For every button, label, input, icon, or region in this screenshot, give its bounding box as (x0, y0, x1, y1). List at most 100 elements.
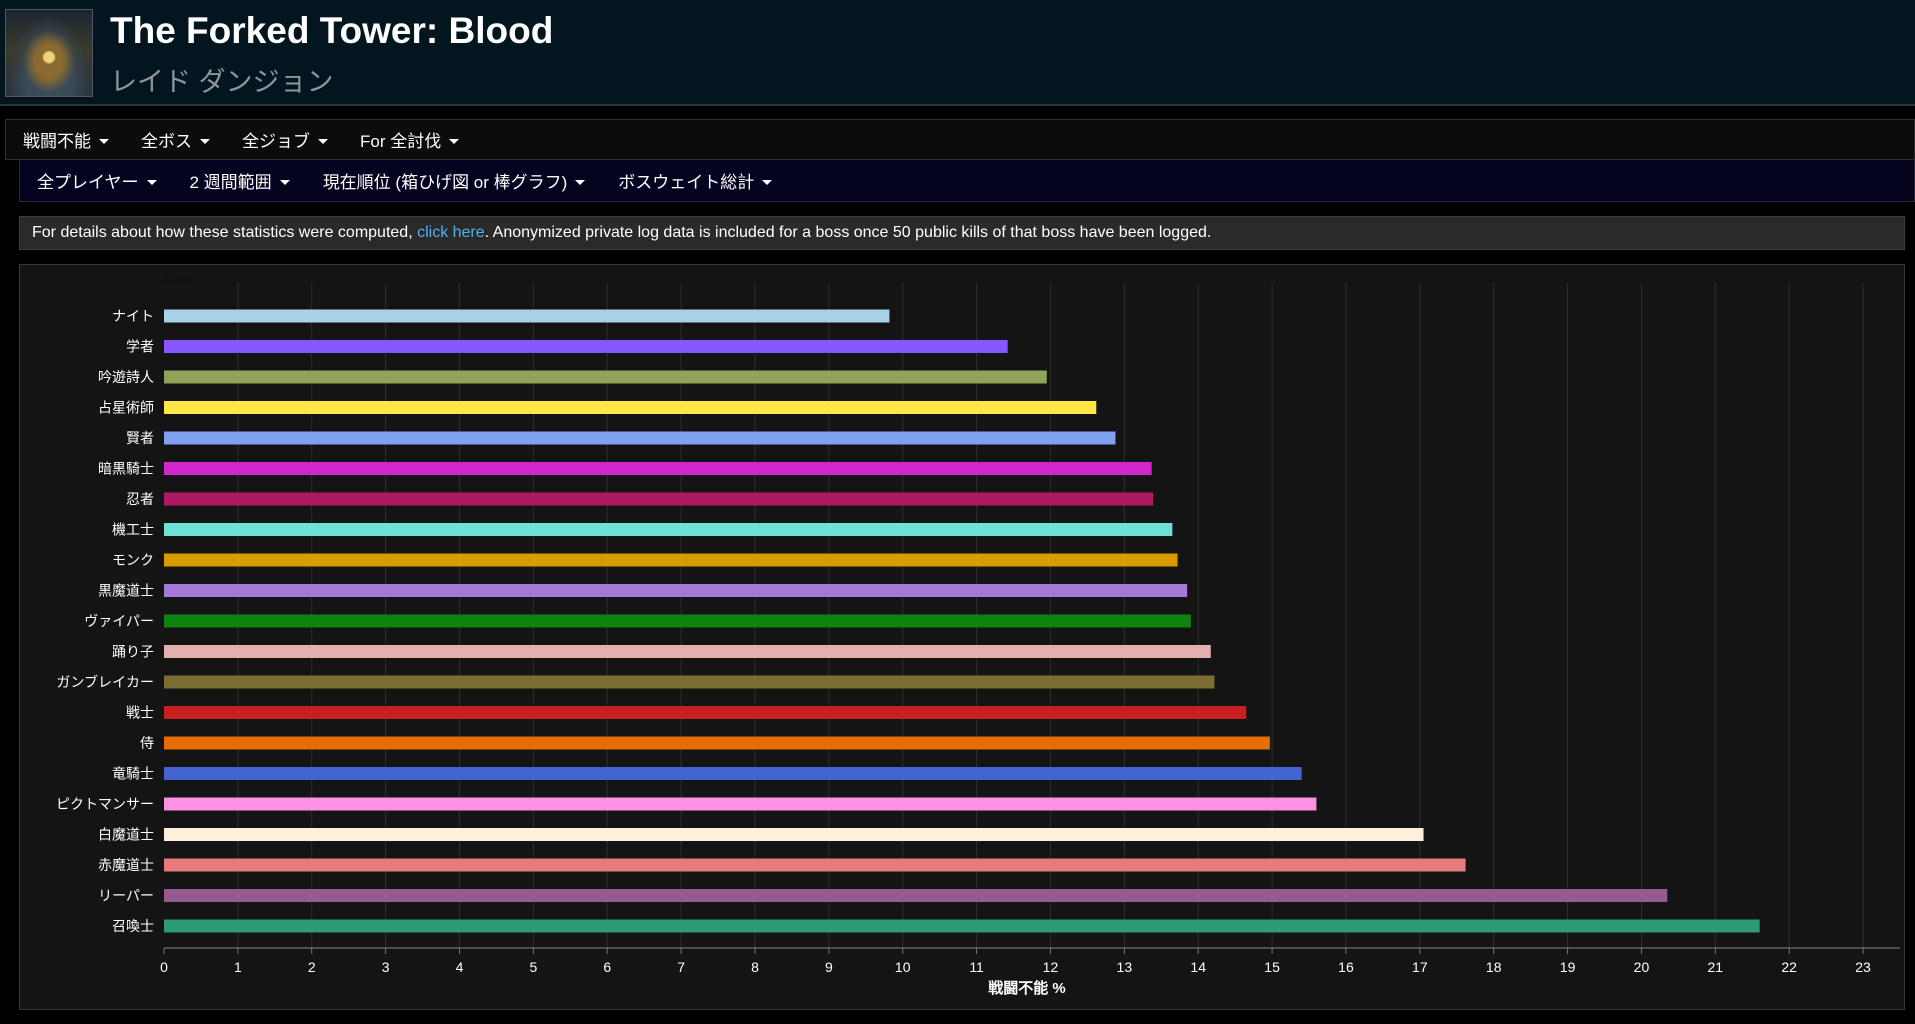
bar-15[interactable] (164, 736, 1270, 750)
bar-3[interactable] (164, 370, 1047, 384)
chart-panel: 0 1 2 3 4 5 6 7 8 9 10 11 12 13 14 15 16 17 18 19 20 21 22 23 Zo… (19, 264, 1905, 1010)
bar-17[interactable] (164, 797, 1317, 811)
bar-21[interactable] (164, 919, 1760, 933)
time-range-dropdown[interactable]: 2 週間範囲 (173, 168, 306, 193)
x-tick-label: 22 (1781, 959, 1797, 975)
info-text-suffix: . Anonymized private log data is include… (484, 224, 1212, 241)
category-label: 機工士 (112, 522, 154, 538)
bar-8[interactable] (164, 523, 1173, 536)
x-tick-label: 9 (825, 959, 833, 975)
x-tick-label: 16 (1338, 959, 1354, 975)
kill-filter-label: For 全討伐 (360, 132, 442, 151)
player-filter-label: 全プレイヤー (37, 173, 139, 192)
category-label: リーパー (98, 888, 154, 904)
metric-filter-dropdown[interactable]: 戦闘不能 (6, 127, 124, 152)
bar-20[interactable] (164, 889, 1668, 902)
boss-weight-label: ボスウェイト総計 (618, 173, 755, 192)
category-label: 学者 (126, 339, 154, 355)
bar-18[interactable] (164, 828, 1424, 841)
x-tick-label: 12 (1043, 959, 1059, 975)
x-tick-label: 17 (1412, 959, 1428, 975)
zone-image (5, 9, 93, 97)
x-tick-label: 6 (603, 959, 611, 975)
view-mode-label: 現在順位 (箱ひげ図 or 棒グラフ) (322, 173, 568, 192)
category-label: 侍 (140, 735, 154, 751)
category-label: 黒魔道士 (98, 583, 154, 599)
bar-1[interactable] (164, 309, 890, 323)
info-text-prefix: For details about how these statistics w… (32, 224, 418, 241)
category-label: ピクトマンサー (56, 796, 154, 812)
bar-19[interactable] (164, 858, 1466, 872)
category-label: 赤魔道士 (98, 857, 154, 873)
category-label: モンク (112, 552, 154, 568)
category-label: 暗黒騎士 (98, 461, 154, 477)
bar-13[interactable] (164, 675, 1215, 689)
category-label: 占星術師 (98, 400, 154, 416)
job-filter-label: 全ジョブ (242, 132, 310, 151)
category-label: 召喚士 (112, 918, 154, 934)
zone-subtitle: レイド ダンジョン (110, 67, 334, 97)
zone-title: The Forked Tower: Blood (110, 10, 554, 51)
boss-filter-label: 全ボス (141, 132, 192, 151)
x-tick-label: 14 (1190, 959, 1206, 975)
category-label: ガンブレイカー (56, 674, 154, 690)
bar-4[interactable] (164, 401, 1097, 414)
category-label: 竜騎士 (112, 766, 154, 782)
filter-bar-primary: 戦闘不能 全ボス 全ジョブ For 全討伐 (5, 119, 1915, 160)
time-range-label: 2 週間範囲 (189, 173, 272, 192)
x-tick-label: 0 (160, 959, 168, 975)
caret-down-icon (575, 179, 586, 185)
x-tick-label: 5 (529, 959, 537, 975)
bar-7[interactable] (164, 492, 1154, 506)
metric-filter-label: 戦闘不能 (23, 132, 91, 151)
bar-14[interactable] (164, 706, 1247, 719)
caret-down-icon (279, 179, 290, 185)
bar-2[interactable] (164, 340, 1008, 353)
bar-16[interactable] (164, 767, 1302, 780)
caret-down-icon (99, 138, 109, 144)
category-label: 吟遊詩人 (98, 369, 154, 385)
caret-down-icon (200, 138, 210, 144)
bar-9[interactable] (164, 553, 1178, 567)
caret-down-icon (449, 138, 460, 144)
caret-down-icon (762, 179, 773, 185)
bar-11[interactable] (164, 614, 1191, 628)
x-tick-label: 2 (308, 959, 316, 975)
category-label: 賢者 (126, 430, 154, 446)
boss-weight-dropdown[interactable]: ボスウェイト総計 (601, 168, 788, 193)
x-tick-label: 18 (1486, 959, 1502, 975)
caret-down-icon (146, 179, 157, 185)
category-label: 踊り子 (112, 644, 154, 660)
bar-6[interactable] (164, 462, 1152, 475)
category-label: 白魔道士 (98, 827, 154, 843)
bar-chart: 0 1 2 3 4 5 6 7 8 9 10 11 12 13 14 15 16 17 18 19 20 21 22 23Zo… (56, 269, 1900, 997)
x-tick-label: 11 (969, 959, 984, 975)
x-tick-label: 1 (234, 959, 242, 975)
details-link[interactable]: click here (417, 224, 485, 241)
kill-filter-dropdown[interactable]: For 全討伐 (343, 127, 474, 152)
x-tick-label: 23 (1855, 959, 1871, 975)
view-mode-dropdown[interactable]: 現在順位 (箱ひげ図 or 棒グラフ) (306, 168, 602, 193)
x-tick-label: 21 (1708, 959, 1724, 975)
x-tick-label: 20 (1634, 959, 1650, 975)
x-tick-label: 4 (456, 959, 464, 975)
bar-12[interactable] (164, 645, 1211, 658)
x-tick-label: 10 (895, 959, 911, 975)
x-axis-title: 戦闘不能 % (988, 979, 1066, 997)
x-tick-label: 7 (677, 959, 685, 975)
zoom-label: Zoom (163, 269, 199, 285)
category-label: 忍者 (126, 491, 154, 507)
job-filter-dropdown[interactable]: 全ジョブ (225, 127, 343, 152)
category-label: ナイト (112, 308, 154, 324)
category-label: ヴァイパー (84, 613, 154, 629)
info-notice: For details about how these statistics w… (19, 216, 1905, 250)
filter-bar-secondary: 全プレイヤー 2 週間範囲 現在順位 (箱ひげ図 or 棒グラフ) ボスウェイト… (19, 160, 1915, 202)
boss-filter-dropdown[interactable]: 全ボス (124, 127, 225, 152)
bar-5[interactable] (164, 431, 1116, 445)
bar-10[interactable] (164, 584, 1188, 597)
category-label: 戦士 (126, 705, 154, 721)
zone-header: The Forked Tower: Blood レイド ダンジョン (0, 0, 1915, 106)
caret-down-icon (318, 138, 328, 144)
player-filter-dropdown[interactable]: 全プレイヤー (20, 168, 173, 193)
x-tick-label: 8 (751, 959, 759, 975)
